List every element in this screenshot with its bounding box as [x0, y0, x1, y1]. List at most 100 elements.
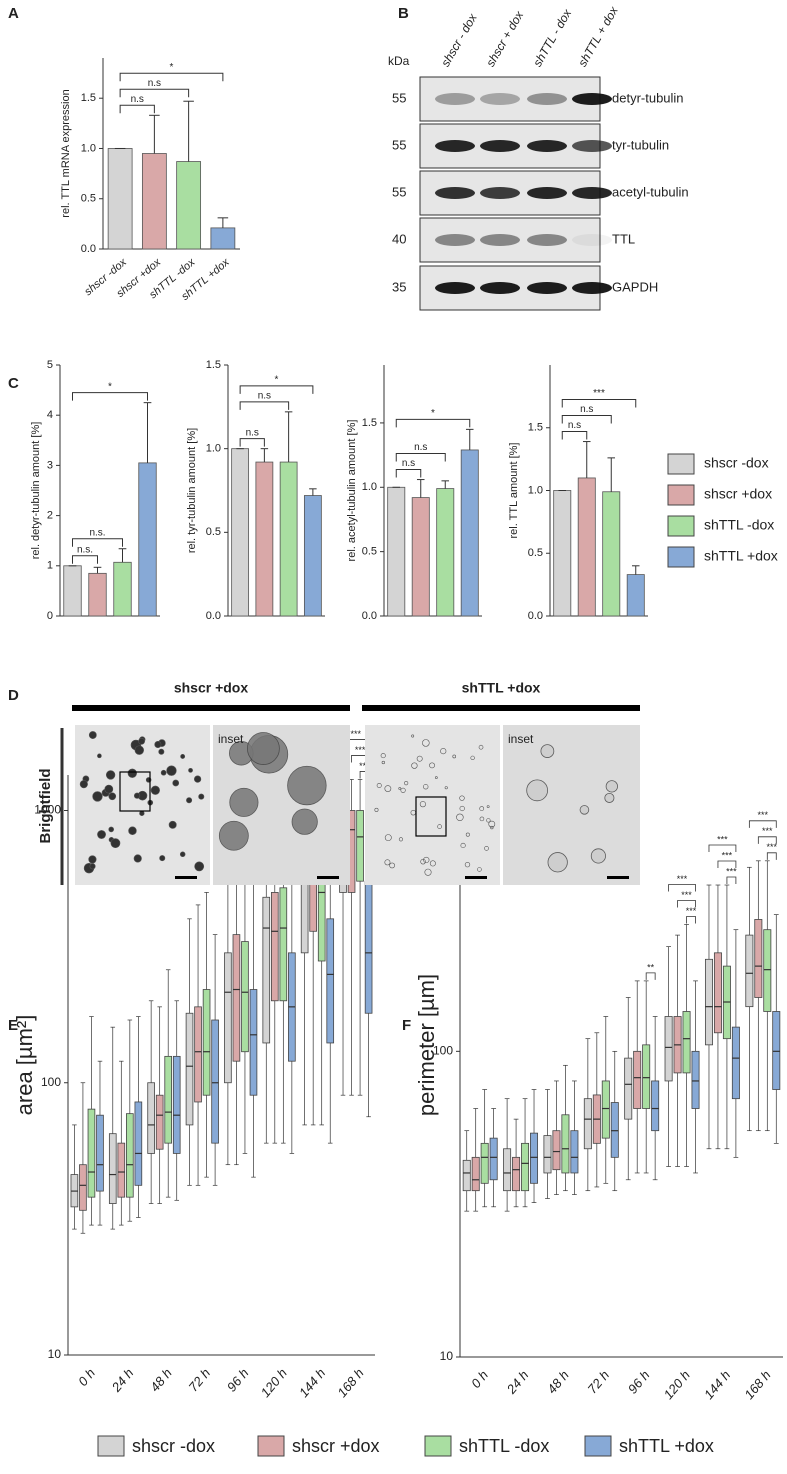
y-tick-label: 1.5	[81, 92, 96, 104]
y-tick-label: 1000	[34, 803, 61, 817]
organoid	[416, 755, 423, 762]
box	[96, 1114, 104, 1192]
y-tick-label: 1.5	[528, 422, 543, 434]
box	[543, 1135, 552, 1174]
organoid	[134, 745, 144, 755]
significance-bracket	[72, 392, 148, 401]
box	[745, 934, 754, 1008]
y-tick-label: 3	[47, 459, 53, 471]
blot-strip	[419, 76, 601, 122]
box	[232, 934, 241, 1062]
organoid	[590, 848, 606, 864]
organoid	[398, 787, 402, 790]
lane-label: shscr + dox	[483, 8, 526, 69]
blot-row-label: TTL	[612, 231, 635, 246]
y-tick-label: 0.0	[528, 610, 543, 622]
significance-bracket	[668, 884, 696, 892]
y-tick-label: 0.5	[81, 193, 96, 205]
organoid	[97, 753, 102, 759]
bar	[176, 161, 202, 250]
x-tick-label: 120 h	[661, 1367, 693, 1402]
box	[583, 1098, 592, 1150]
box	[731, 1026, 740, 1100]
significance-bracket	[395, 469, 422, 478]
x-tick-label: 144 h	[296, 1365, 328, 1400]
legend-label: shscr -dox	[704, 455, 769, 471]
y-axis-label: rel. TTL amount [%]	[508, 443, 520, 539]
bar	[460, 449, 479, 617]
significance-label: **	[647, 962, 655, 972]
blot-row-label: detyr-tubulin	[612, 90, 684, 105]
lane-label: shTTL - dox	[530, 6, 575, 69]
blot-band	[572, 282, 612, 294]
box	[356, 810, 364, 882]
bar	[577, 477, 596, 617]
box	[480, 1142, 489, 1184]
y-tick-label: 0	[47, 610, 53, 622]
x-tick-label: 144 h	[701, 1367, 733, 1402]
organoid	[105, 770, 116, 780]
blot-row-label: acetyl-tubulin	[612, 184, 689, 199]
significance-label: ***	[758, 810, 769, 820]
organoid	[188, 767, 193, 773]
organoid	[479, 816, 485, 822]
legend-label: shTTL +dox	[704, 548, 778, 564]
significance-bracket	[72, 555, 98, 564]
lane-label: shTTL + dox	[575, 3, 621, 69]
y-tick-label: 0.5	[362, 546, 377, 558]
blot-band	[480, 140, 520, 152]
bar	[138, 462, 157, 617]
significance-label: n.s	[246, 427, 259, 438]
organoid	[420, 858, 426, 865]
organoid	[172, 779, 180, 787]
box	[194, 1006, 202, 1103]
significance-bracket	[686, 916, 696, 924]
organoid	[459, 805, 465, 812]
bar	[436, 488, 455, 617]
significance-bracket	[757, 836, 777, 844]
box	[108, 1133, 117, 1204]
blot-band	[435, 187, 475, 199]
organoid	[376, 783, 382, 788]
organoid	[470, 755, 475, 761]
organoid	[423, 856, 430, 864]
organoid	[229, 787, 259, 817]
significance-label: n.s.	[77, 544, 93, 555]
organoid	[411, 734, 415, 738]
inset-label: inset	[218, 732, 244, 746]
y-tick-label: 0.0	[81, 243, 96, 255]
organoid	[604, 792, 615, 803]
bar	[141, 153, 167, 250]
significance-label: n.s	[131, 94, 144, 105]
organoid	[526, 779, 549, 802]
box	[633, 1050, 642, 1109]
organoid	[429, 860, 436, 867]
inset-image	[503, 725, 640, 885]
organoid	[444, 786, 448, 790]
organoid	[287, 765, 327, 806]
organoid	[88, 855, 97, 864]
legend-label: shTTL +dox	[619, 1436, 714, 1456]
legend-label: shscr -dox	[132, 1436, 215, 1456]
organoid	[110, 838, 121, 849]
bar	[231, 448, 250, 617]
y-tick-label: 0.0	[362, 610, 377, 622]
significance-label: ***	[767, 842, 778, 852]
organoid	[452, 754, 457, 759]
significance-bracket	[239, 385, 314, 394]
organoid	[154, 741, 162, 749]
box	[713, 952, 722, 1034]
blot-band	[527, 234, 567, 246]
group-bar	[362, 705, 640, 711]
group-title: shscr +dox	[174, 680, 249, 696]
y-tick-label: 1.5	[362, 417, 377, 429]
box	[754, 919, 763, 998]
blot-band	[480, 282, 520, 294]
legend-swatch	[667, 484, 695, 506]
organoid	[404, 781, 409, 786]
organoid	[464, 861, 471, 868]
y-axis-label: perimeter [µm]	[414, 974, 439, 1116]
organoid	[429, 762, 435, 769]
box	[326, 918, 335, 1044]
organoid	[605, 780, 618, 793]
